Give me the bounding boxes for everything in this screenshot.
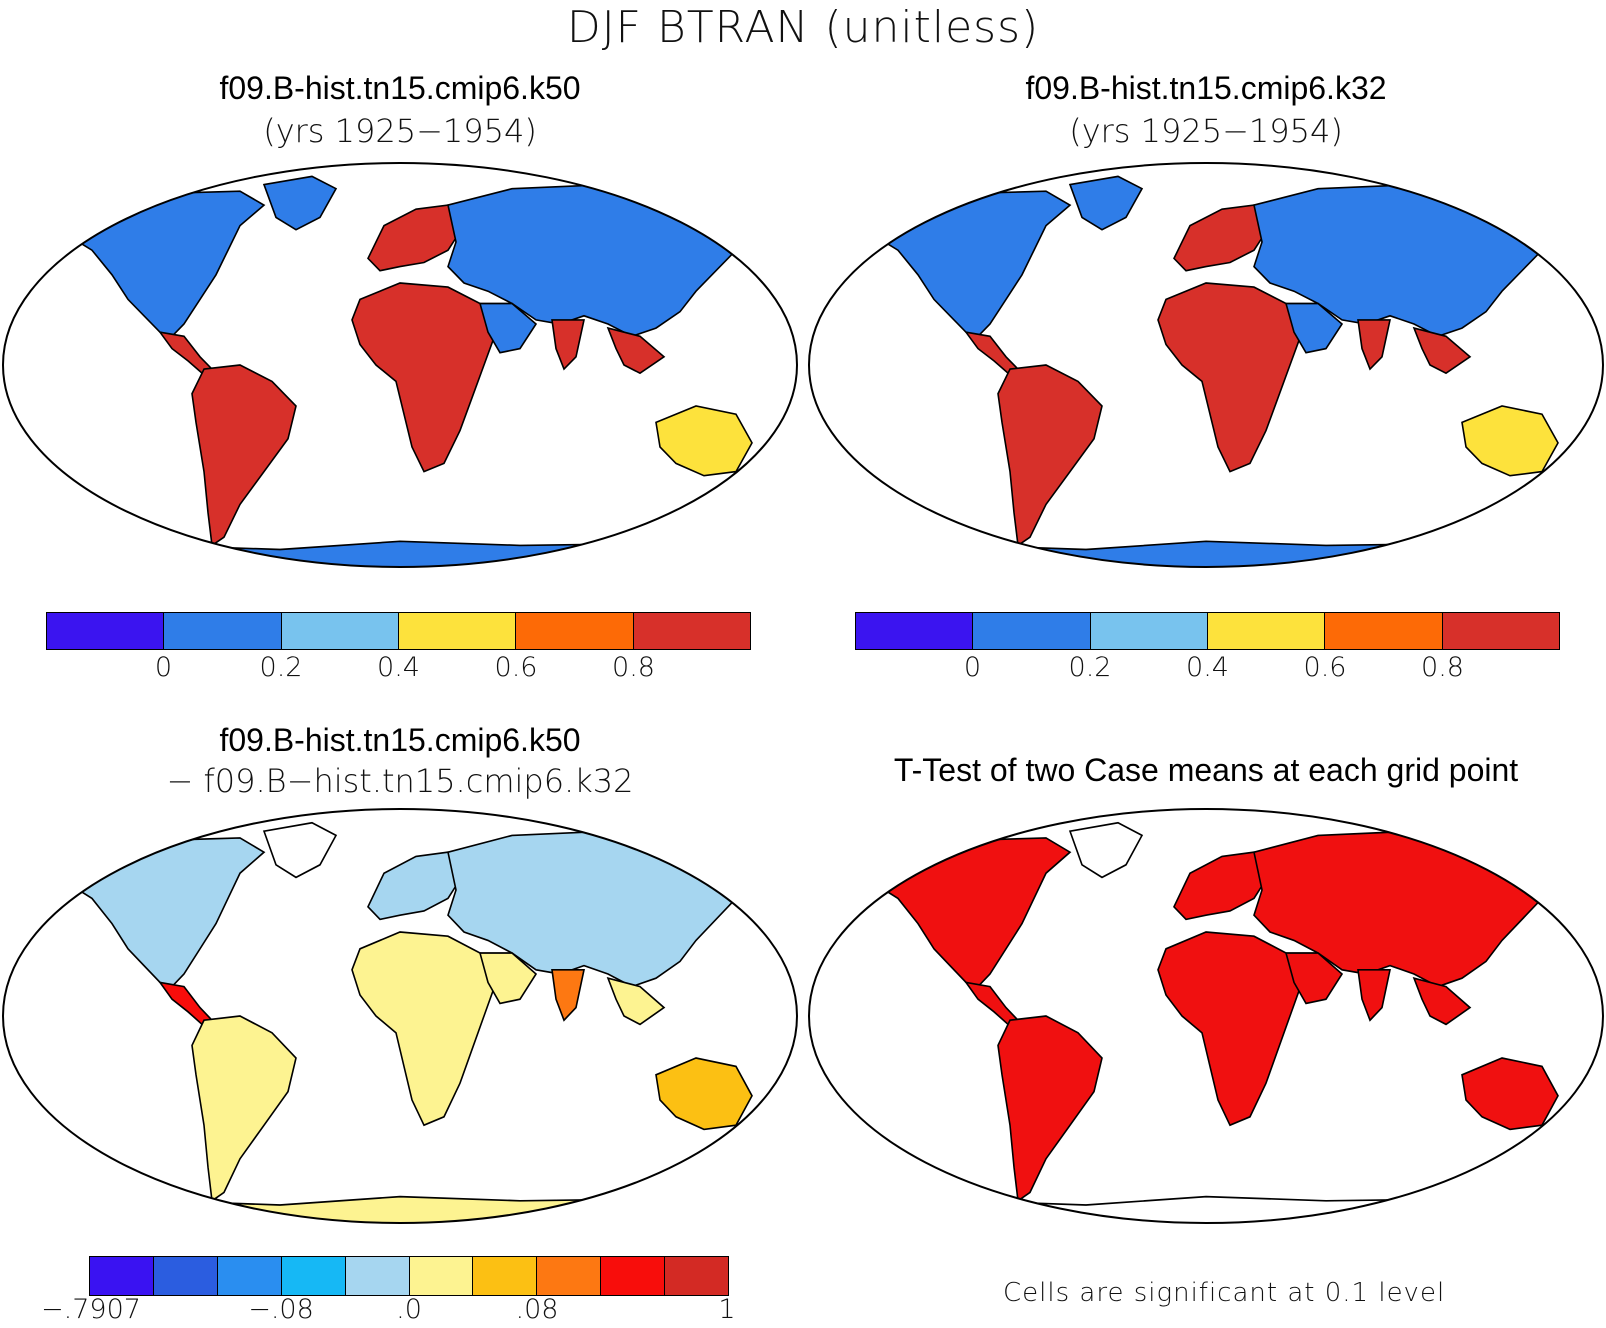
land-africa: [1157, 282, 1303, 473]
land-greenland: [1068, 175, 1144, 231]
colorbar-swatch: [1207, 613, 1326, 649]
map-diff: [2, 808, 798, 1224]
colorbar-diff-ticks: −.7907 −.08 .0 .08 1: [0, 1294, 806, 1328]
colorbar-swatch: [1090, 613, 1208, 649]
colorbar-tick-label: −.7907: [41, 1294, 141, 1325]
colorbar-tick-label: 0.2: [259, 652, 303, 683]
land-samerica: [191, 364, 297, 547]
colorbar-tick-label: 0.8: [1421, 652, 1464, 683]
colorbar-tick-label: 0: [963, 652, 982, 683]
colorbar-swatch: [153, 1257, 218, 1295]
colorbar-swatch: [516, 613, 634, 649]
colorbar-tick-label: 0.8: [612, 652, 655, 683]
land-arabia: [1284, 302, 1344, 354]
colorbar-swatch: [537, 1257, 602, 1295]
colorbar-swatch: [217, 1257, 282, 1295]
colorbar-swatch: [90, 1257, 154, 1295]
map-border: [808, 162, 1604, 568]
land-seasia: [1412, 976, 1472, 1026]
land-antarctica: [835, 540, 1576, 567]
map-k50: [2, 162, 798, 568]
map-ttest: [808, 808, 1604, 1224]
ttest-note: Cells are significant at 0.1 level: [1003, 1278, 1446, 1308]
map-border: [2, 808, 798, 1224]
colorbar-tick-label: 0.4: [377, 652, 420, 683]
colorbar-swatch: [281, 613, 399, 649]
colorbar-tick-label: 0.6: [494, 652, 538, 683]
colorbar-tick-label: 0.4: [1186, 652, 1229, 683]
land-india: [1357, 968, 1391, 1022]
colorbar-k50: [46, 612, 751, 650]
land-arabia: [478, 952, 538, 1005]
colorbar-swatch: [345, 1257, 410, 1295]
colorbar-diff: [89, 1256, 729, 1296]
land-seasia: [606, 326, 666, 375]
colorbar-tick-label: 0.2: [1068, 652, 1112, 683]
colorbar-swatch: [47, 613, 165, 649]
panel-diff-subtitle: − f09.B−hist.tn15.cmip6.k32: [166, 762, 634, 800]
panel-k32-title: f09.B-hist.tn15.cmip6.k32: [1025, 70, 1387, 106]
colorbar-swatch: [409, 1257, 474, 1295]
colorbar-swatch: [164, 613, 282, 649]
land-samerica: [191, 1015, 297, 1203]
colorbar-swatch: [281, 1257, 346, 1295]
land-seasia: [606, 976, 666, 1026]
panel-ttest-title: T-Test of two Case means at each grid po…: [893, 752, 1519, 788]
colorbar-swatch: [633, 613, 750, 649]
colorbar-swatch: [1442, 613, 1559, 649]
land-arabia: [1284, 952, 1344, 1005]
map-border: [808, 808, 1604, 1224]
land-arabia: [478, 302, 538, 354]
colorbar-tick-label: .0: [396, 1294, 422, 1325]
land-india: [551, 319, 585, 371]
colorbar-swatch: [398, 613, 517, 649]
land-greenland: [262, 821, 338, 879]
land-samerica: [997, 1015, 1103, 1203]
colorbar-swatch: [665, 1257, 729, 1295]
land-samerica: [997, 364, 1103, 547]
colorbar-tick-label: −.08: [248, 1294, 314, 1325]
land-africa: [351, 282, 497, 473]
land-india: [1357, 319, 1391, 371]
colorbar-swatch: [973, 613, 1091, 649]
colorbar-swatch: [601, 1257, 666, 1295]
colorbar-swatch: [1325, 613, 1443, 649]
panel-diff-title: f09.B-hist.tn15.cmip6.k50: [219, 722, 581, 758]
land-africa: [351, 931, 497, 1127]
map-k32: [808, 162, 1604, 568]
land-antarctica: [29, 1195, 770, 1223]
land-india: [551, 968, 585, 1022]
colorbar-k32: [855, 612, 1560, 650]
panel-k50-title: f09.B-hist.tn15.cmip6.k50: [219, 70, 581, 106]
colorbar-k50-ticks: 0 0.2 0.4 0.6 0.8: [0, 652, 806, 688]
colorbar-tick-label: 0.6: [1303, 652, 1347, 683]
land-seasia: [1412, 326, 1472, 375]
map-border: [2, 162, 798, 568]
colorbar-k32-ticks: 0 0.2 0.4 0.6 0.8: [0, 652, 1606, 688]
colorbar-tick-label: .08: [515, 1294, 559, 1325]
land-greenland: [262, 175, 338, 231]
colorbar-swatch: [856, 613, 974, 649]
land-antarctica: [835, 1195, 1576, 1223]
panel-k50-subtitle: (yrs 1925−1954): [263, 112, 537, 150]
land-antarctica: [29, 540, 770, 567]
land-greenland: [1068, 821, 1144, 879]
colorbar-swatch: [473, 1257, 538, 1295]
colorbar-tick-label: 0: [154, 652, 173, 683]
figure-title: DJF BTRAN (unitless): [566, 2, 1040, 53]
colorbar-tick-label: 1: [718, 1294, 736, 1325]
panel-k32-subtitle: (yrs 1925−1954): [1069, 112, 1343, 150]
land-africa: [1157, 931, 1303, 1127]
